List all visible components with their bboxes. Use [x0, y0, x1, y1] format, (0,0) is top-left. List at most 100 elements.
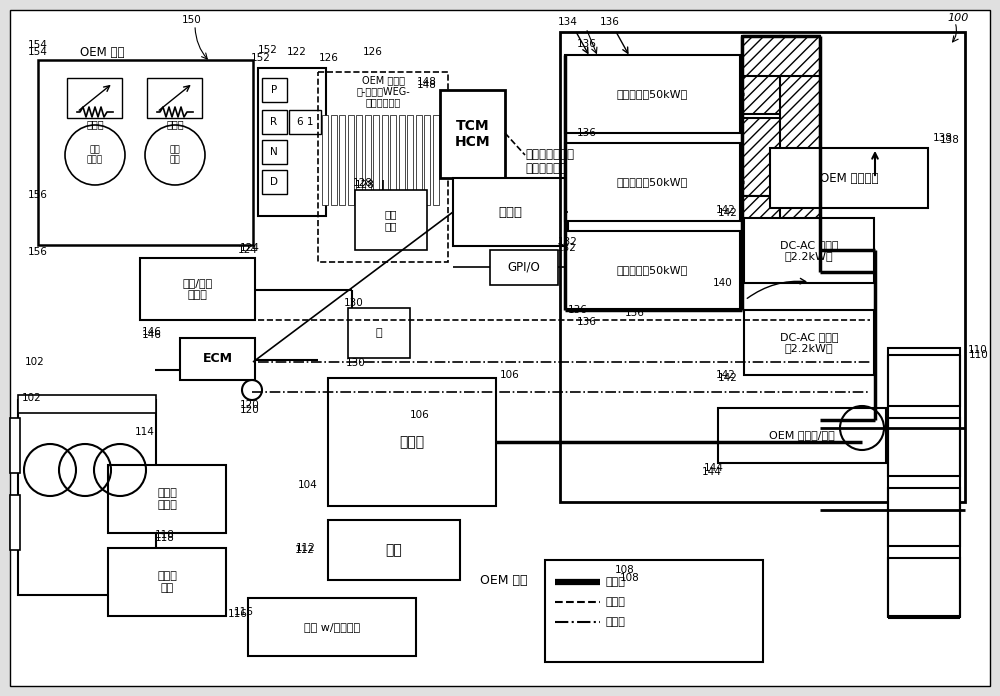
Text: 156: 156 [28, 247, 48, 257]
Bar [108, 548, 226, 616]
Text: 136: 136 [600, 17, 620, 27]
Text: ECM: ECM [202, 352, 232, 365]
Text: 154: 154 [28, 40, 48, 50]
Bar [258, 68, 326, 216]
Text: 压力机
械泵: 压力机 械泵 [157, 571, 177, 593]
Bar [348, 115, 354, 205]
Bar [432, 115, 438, 205]
Bar [398, 115, 404, 205]
Bar [565, 231, 740, 309]
Bar [565, 143, 740, 221]
Text: 126: 126 [319, 53, 339, 63]
Text: 泵: 泵 [376, 328, 382, 338]
Text: 120: 120 [240, 405, 260, 415]
Text: 148: 148 [417, 77, 437, 87]
Text: D: D [270, 177, 278, 187]
Bar [390, 115, 396, 205]
Text: 模块 w/独立底槽: 模块 w/独立底槽 [304, 622, 360, 632]
Text: 118: 118 [155, 533, 175, 543]
Bar [490, 250, 558, 285]
Text: 138: 138 [933, 133, 953, 143]
Text: OEM 界面: OEM 界面 [80, 45, 124, 58]
Bar [262, 78, 287, 102]
Text: 112: 112 [295, 545, 315, 555]
Text: 132: 132 [557, 243, 577, 253]
Text: 100: 100 [947, 13, 969, 23]
Text: 152: 152 [251, 53, 271, 63]
Text: 电机: 电机 [386, 543, 402, 557]
Bar [560, 32, 965, 502]
Text: 116: 116 [234, 607, 254, 617]
Bar [108, 465, 226, 533]
Text: 110: 110 [969, 350, 989, 360]
Bar [10, 495, 20, 550]
Text: 142: 142 [716, 205, 736, 215]
Text: 156: 156 [28, 190, 48, 200]
Text: 112: 112 [296, 543, 316, 553]
Bar [180, 338, 255, 380]
Text: 130: 130 [346, 358, 366, 368]
Bar [289, 110, 321, 134]
Text: TCM
HCM: TCM HCM [455, 119, 490, 149]
Bar [744, 310, 874, 375]
Text: OEM 电系统/附件: OEM 电系统/附件 [769, 431, 835, 441]
Text: P: P [271, 85, 277, 95]
Text: 高压线: 高压线 [605, 577, 625, 587]
Bar [339, 115, 345, 205]
Bar [742, 118, 782, 196]
Text: 124: 124 [240, 243, 260, 253]
Text: 152: 152 [258, 45, 278, 55]
Text: GPI/O: GPI/O [508, 261, 540, 274]
Text: OEM 布线: OEM 布线 [480, 574, 528, 587]
Text: 6 1: 6 1 [297, 117, 313, 127]
Text: DC-AC 转换器
（2.2kW）: DC-AC 转换器 （2.2kW） [780, 239, 838, 261]
Text: R: R [270, 117, 278, 127]
Text: 压力/流量
电动泵: 压力/流量 电动泵 [182, 278, 213, 300]
Bar [10, 418, 20, 473]
Bar [262, 170, 287, 194]
Bar [67, 78, 122, 118]
Bar [565, 55, 740, 133]
Bar [348, 308, 410, 358]
Text: 154: 154 [28, 47, 48, 57]
Text: 118: 118 [155, 530, 175, 540]
Text: 128: 128 [353, 178, 373, 188]
Text: 冷却
风扇: 冷却 风扇 [385, 209, 397, 231]
Bar [330, 115, 336, 205]
Bar [364, 115, 370, 205]
Text: 106: 106 [500, 370, 520, 380]
Bar [356, 115, 362, 205]
Bar [355, 190, 427, 250]
Text: 140: 140 [713, 278, 733, 288]
Text: 油-空气和WEG-: 油-空气和WEG- [356, 86, 410, 96]
Bar [780, 36, 820, 274]
Text: OEM 高压抽头: OEM 高压抽头 [820, 171, 878, 184]
Text: 116: 116 [228, 609, 248, 619]
Text: 102: 102 [25, 357, 45, 367]
Text: 104: 104 [298, 480, 318, 490]
Text: 134: 134 [558, 17, 578, 27]
Bar [888, 348, 960, 406]
Text: 142: 142 [718, 373, 738, 383]
Text: 136: 136 [577, 39, 597, 49]
Bar [328, 378, 496, 506]
Text: 106: 106 [410, 410, 430, 420]
Text: 124: 124 [238, 245, 258, 255]
Bar [318, 72, 448, 262]
Bar [742, 36, 782, 114]
Text: 能量存储（50kW）: 能量存储（50kW） [617, 265, 688, 275]
Bar [453, 178, 568, 246]
Bar [382, 115, 388, 205]
Bar [18, 400, 156, 595]
Text: 142: 142 [718, 208, 738, 218]
Text: 空气压: 空气压 [166, 119, 184, 129]
Text: 114: 114 [135, 427, 155, 437]
Bar [744, 218, 874, 283]
Text: 128: 128 [355, 180, 375, 190]
Text: 102: 102 [22, 393, 42, 403]
Bar [416, 115, 422, 205]
Text: 148: 148 [417, 80, 437, 90]
Text: 136: 136 [625, 308, 645, 318]
Bar [742, 196, 782, 274]
Bar [328, 520, 460, 580]
